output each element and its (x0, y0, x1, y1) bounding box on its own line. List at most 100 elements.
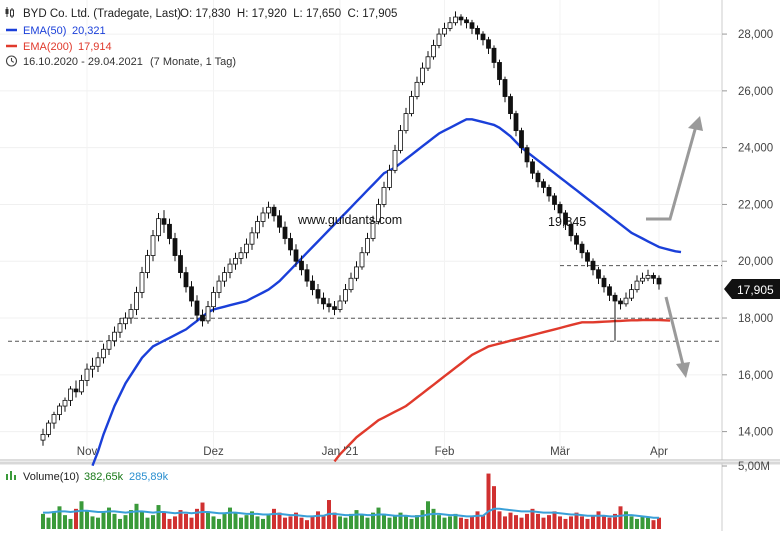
volume-bar[interactable] (294, 512, 298, 529)
volume-bar[interactable] (167, 518, 172, 529)
candle[interactable] (189, 281, 194, 307)
volume-bar[interactable] (431, 508, 436, 529)
volume-bar[interactable] (316, 511, 320, 529)
volume-bar[interactable] (404, 516, 408, 529)
volume-bar[interactable] (646, 517, 650, 529)
volume-bar[interactable] (442, 517, 447, 529)
volume-bar[interactable] (365, 517, 370, 529)
volume-bar[interactable] (459, 517, 463, 529)
volume-bar[interactable] (376, 507, 381, 529)
candle[interactable] (491, 45, 497, 69)
volume-bar[interactable] (299, 517, 304, 529)
candle[interactable] (343, 283, 348, 304)
volume-bar[interactable] (250, 511, 254, 529)
volume-bar[interactable] (321, 515, 326, 529)
candle[interactable] (431, 39, 436, 60)
volume-bar[interactable] (101, 512, 106, 529)
volume-bar[interactable] (640, 516, 645, 529)
candle[interactable] (640, 272, 645, 284)
candle[interactable] (310, 275, 315, 296)
volume-bar[interactable] (624, 511, 628, 529)
volume-bar[interactable] (387, 517, 392, 529)
candle[interactable] (90, 357, 95, 378)
volume-bar[interactable] (486, 473, 491, 529)
volume-bar[interactable] (173, 516, 177, 529)
volume-bar[interactable] (151, 515, 155, 529)
volume-bar[interactable] (525, 513, 529, 529)
candle[interactable] (458, 14, 464, 26)
volume-bar[interactable] (503, 516, 507, 529)
volume-bar[interactable] (134, 503, 139, 529)
candle[interactable] (40, 428, 46, 446)
volume-bar[interactable] (338, 516, 342, 529)
candle[interactable] (128, 303, 134, 324)
candle[interactable] (244, 238, 249, 259)
candle[interactable] (596, 266, 601, 284)
candle[interactable] (436, 28, 442, 49)
volume-bar[interactable] (602, 516, 606, 529)
volume-bar[interactable] (563, 518, 568, 529)
candle[interactable] (552, 193, 557, 211)
volume-bar[interactable] (244, 515, 249, 529)
volume-bar[interactable] (288, 516, 293, 529)
candle[interactable] (480, 31, 486, 46)
candle[interactable] (205, 300, 211, 324)
candle[interactable] (524, 144, 530, 168)
candle[interactable] (299, 255, 304, 276)
volume-bar[interactable] (41, 513, 45, 529)
candle[interactable] (304, 264, 310, 287)
volume-bar[interactable] (123, 515, 128, 529)
candle[interactable] (332, 300, 337, 316)
candle[interactable] (216, 275, 222, 299)
volume-bar[interactable] (453, 513, 458, 529)
candle[interactable] (73, 380, 79, 398)
candle[interactable] (161, 210, 167, 233)
volume-bar[interactable] (129, 510, 133, 529)
candle[interactable] (150, 230, 156, 262)
candle[interactable] (656, 275, 662, 290)
volume-bar[interactable] (195, 508, 199, 529)
candle[interactable] (574, 232, 579, 250)
candle[interactable] (233, 252, 238, 270)
volume-bar[interactable] (222, 513, 227, 529)
volume-bar[interactable] (470, 516, 474, 529)
candle[interactable] (288, 232, 293, 256)
volume-bar[interactable] (393, 516, 397, 529)
volume-bar[interactable] (464, 518, 469, 529)
candle[interactable] (607, 283, 612, 301)
candle[interactable] (172, 232, 178, 262)
candle[interactable] (486, 36, 491, 54)
volume-bar[interactable] (552, 511, 557, 529)
candle[interactable] (348, 272, 354, 293)
volume-bar[interactable] (349, 513, 353, 529)
candle[interactable] (183, 266, 189, 293)
candle[interactable] (623, 292, 629, 307)
volume-bar[interactable] (178, 510, 183, 529)
volume-bar[interactable] (162, 512, 166, 529)
candle[interactable] (200, 309, 205, 327)
candle[interactable] (260, 207, 266, 228)
candle[interactable] (167, 218, 172, 245)
candle[interactable] (425, 51, 431, 71)
candle[interactable] (381, 181, 387, 208)
candle[interactable] (530, 159, 535, 179)
candle[interactable] (101, 343, 106, 364)
candle[interactable] (651, 272, 656, 284)
candle[interactable] (117, 318, 123, 338)
candle[interactable] (227, 258, 233, 279)
candle[interactable] (277, 210, 282, 233)
volume-bar[interactable] (112, 513, 117, 529)
volume-bar[interactable] (569, 516, 573, 529)
candle[interactable] (414, 76, 420, 100)
candle[interactable] (645, 269, 651, 282)
candle[interactable] (222, 266, 227, 287)
candle[interactable] (134, 286, 139, 316)
volume-bar[interactable] (156, 505, 161, 529)
candle[interactable] (546, 184, 552, 202)
candle[interactable] (403, 107, 409, 134)
volume-bar[interactable] (371, 512, 375, 529)
volume-bar[interactable] (68, 518, 73, 529)
candle[interactable] (475, 25, 480, 40)
candle[interactable] (84, 363, 90, 387)
candle[interactable] (508, 93, 513, 120)
